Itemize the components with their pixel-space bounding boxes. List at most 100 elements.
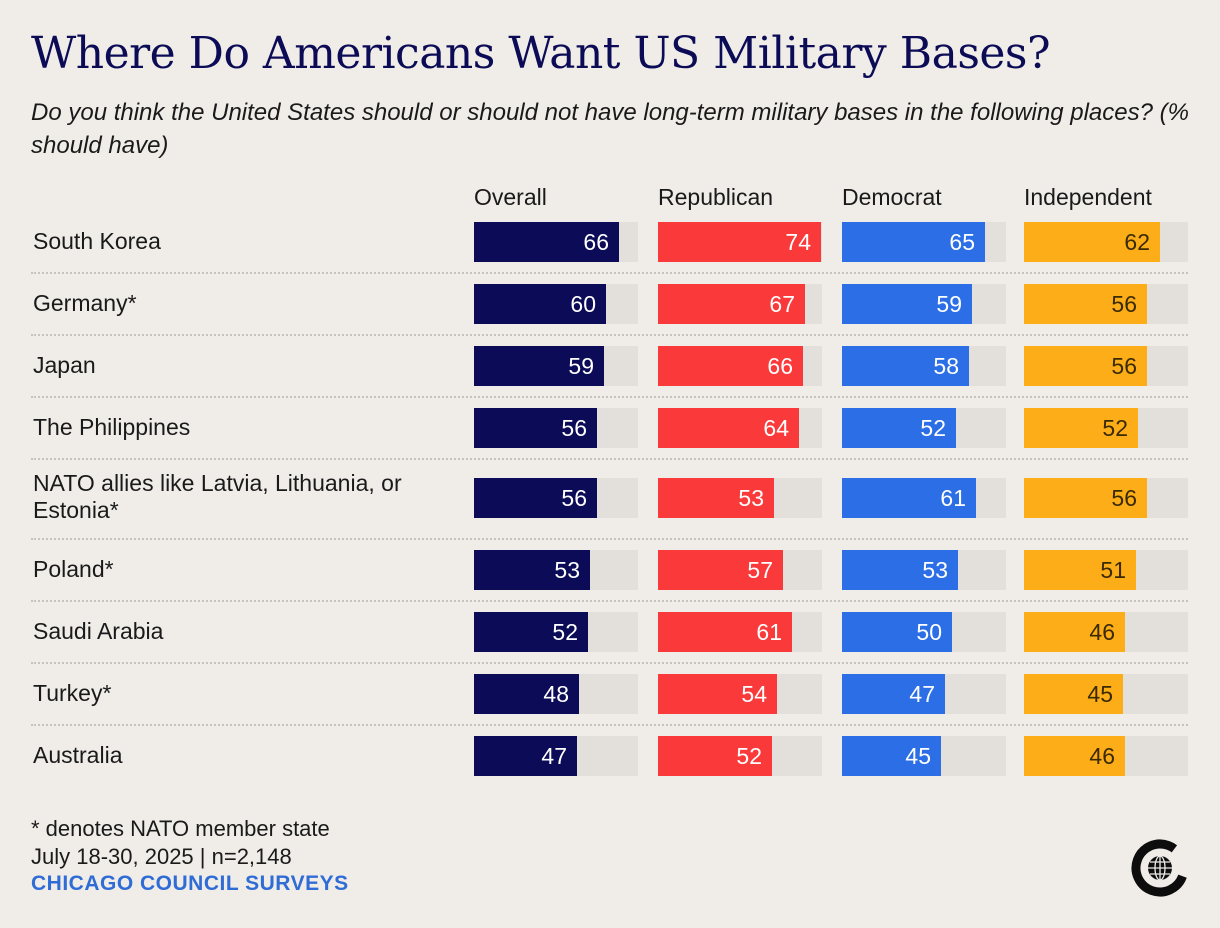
survey-dates: July 18-30, 2025 | n=2,148 bbox=[31, 844, 292, 869]
bar-independent bbox=[1024, 736, 1125, 776]
bar-democrat bbox=[842, 674, 945, 714]
row-divider bbox=[31, 538, 1188, 540]
bar-track: 74 bbox=[658, 222, 822, 262]
category-label: NATO allies like Latvia, Lithuania, or E… bbox=[33, 470, 402, 523]
bar-democrat bbox=[842, 284, 972, 324]
nato-footnote: * denotes NATO member state bbox=[31, 816, 330, 841]
bar-track: 57 bbox=[658, 550, 822, 590]
data-label: 65 bbox=[949, 229, 975, 255]
row-divider bbox=[31, 662, 1188, 664]
bar-republican bbox=[658, 674, 777, 714]
bar-overall bbox=[474, 736, 577, 776]
bar-track: 62 bbox=[1024, 222, 1188, 262]
bar-track: 52 bbox=[658, 736, 822, 776]
data-label: 47 bbox=[909, 681, 935, 707]
bar-independent bbox=[1024, 550, 1136, 590]
data-label: 54 bbox=[741, 681, 767, 707]
row-divider bbox=[31, 396, 1188, 398]
column-header-republican: Republican bbox=[658, 184, 774, 210]
bar-overall bbox=[474, 674, 579, 714]
bar-track: 66 bbox=[658, 346, 822, 386]
bar-track: 56 bbox=[474, 408, 638, 448]
bar-independent bbox=[1024, 612, 1125, 652]
bar-track: 61 bbox=[842, 478, 1006, 518]
bar-democrat bbox=[842, 736, 941, 776]
bar-democrat bbox=[842, 550, 958, 590]
bar-democrat bbox=[842, 346, 969, 386]
category-label: Japan bbox=[33, 352, 96, 378]
row-divider bbox=[31, 334, 1188, 336]
category-label: The Philippines bbox=[33, 414, 191, 440]
bar-republican bbox=[658, 478, 774, 518]
data-label: 52 bbox=[920, 415, 946, 441]
bar-track: 45 bbox=[1024, 674, 1188, 714]
data-label: 53 bbox=[554, 557, 580, 583]
bar-democrat bbox=[842, 612, 952, 652]
bar-republican bbox=[658, 222, 821, 262]
row-divider bbox=[31, 458, 1188, 460]
bar-track: 61 bbox=[658, 612, 822, 652]
bar-republican bbox=[658, 736, 772, 776]
category-label: Australia bbox=[33, 742, 123, 768]
data-label: 46 bbox=[1089, 619, 1115, 645]
bar-republican bbox=[658, 284, 805, 324]
category-label: Poland* bbox=[33, 556, 114, 582]
bar-independent bbox=[1024, 674, 1123, 714]
data-label: 52 bbox=[552, 619, 578, 645]
category-label: Saudi Arabia bbox=[33, 618, 164, 644]
data-label: 53 bbox=[922, 557, 948, 583]
bar-track: 59 bbox=[474, 346, 638, 386]
data-label: 66 bbox=[767, 353, 793, 379]
data-label: 59 bbox=[936, 291, 962, 317]
bar-track: 56 bbox=[1024, 478, 1188, 518]
bar-track: 64 bbox=[658, 408, 822, 448]
data-label: 56 bbox=[1111, 353, 1137, 379]
bar-overall bbox=[474, 346, 604, 386]
data-label: 56 bbox=[1111, 485, 1137, 511]
bar-track: 48 bbox=[474, 674, 638, 714]
data-label: 53 bbox=[738, 485, 764, 511]
data-label: 45 bbox=[905, 743, 931, 769]
chart-title: Where Do Americans Want US Military Base… bbox=[31, 28, 1051, 79]
bar-independent bbox=[1024, 346, 1147, 386]
bar-independent bbox=[1024, 284, 1147, 324]
bar-track: 56 bbox=[474, 478, 638, 518]
column-header-overall: Overall bbox=[474, 184, 547, 210]
bar-track: 58 bbox=[842, 346, 1006, 386]
bar-track: 56 bbox=[1024, 346, 1188, 386]
bar-track: 52 bbox=[474, 612, 638, 652]
bar-track: 56 bbox=[1024, 284, 1188, 324]
chart-subtitle: Do you think the United States should or… bbox=[31, 99, 1189, 159]
bar-democrat bbox=[842, 478, 976, 518]
data-label: 45 bbox=[1087, 681, 1113, 707]
data-label: 59 bbox=[568, 353, 594, 379]
bar-track: 51 bbox=[1024, 550, 1188, 590]
category-label: Turkey* bbox=[33, 680, 112, 706]
bar-republican bbox=[658, 346, 803, 386]
bar-overall bbox=[474, 284, 606, 324]
data-label: 64 bbox=[763, 415, 789, 441]
bar-track: 60 bbox=[474, 284, 638, 324]
bar-track: 67 bbox=[658, 284, 822, 324]
bar-track: 52 bbox=[842, 408, 1006, 448]
bar-track: 66 bbox=[474, 222, 638, 262]
data-label: 62 bbox=[1124, 229, 1150, 255]
data-label: 48 bbox=[543, 681, 569, 707]
bar-overall bbox=[474, 408, 597, 448]
bar-democrat bbox=[842, 408, 956, 448]
bar-track: 47 bbox=[842, 674, 1006, 714]
data-label: 60 bbox=[570, 291, 596, 317]
bar-track: 52 bbox=[1024, 408, 1188, 448]
bar-track: 53 bbox=[474, 550, 638, 590]
row-divider bbox=[31, 600, 1188, 602]
bar-overall bbox=[474, 612, 588, 652]
data-label: 50 bbox=[916, 619, 942, 645]
data-label: 47 bbox=[541, 743, 567, 769]
bar-track: 65 bbox=[842, 222, 1006, 262]
data-label: 56 bbox=[561, 415, 587, 441]
data-label: 74 bbox=[785, 229, 811, 255]
bar-track: 47 bbox=[474, 736, 638, 776]
bar-overall bbox=[474, 478, 597, 518]
bar-track: 54 bbox=[658, 674, 822, 714]
bar-independent bbox=[1024, 222, 1160, 262]
